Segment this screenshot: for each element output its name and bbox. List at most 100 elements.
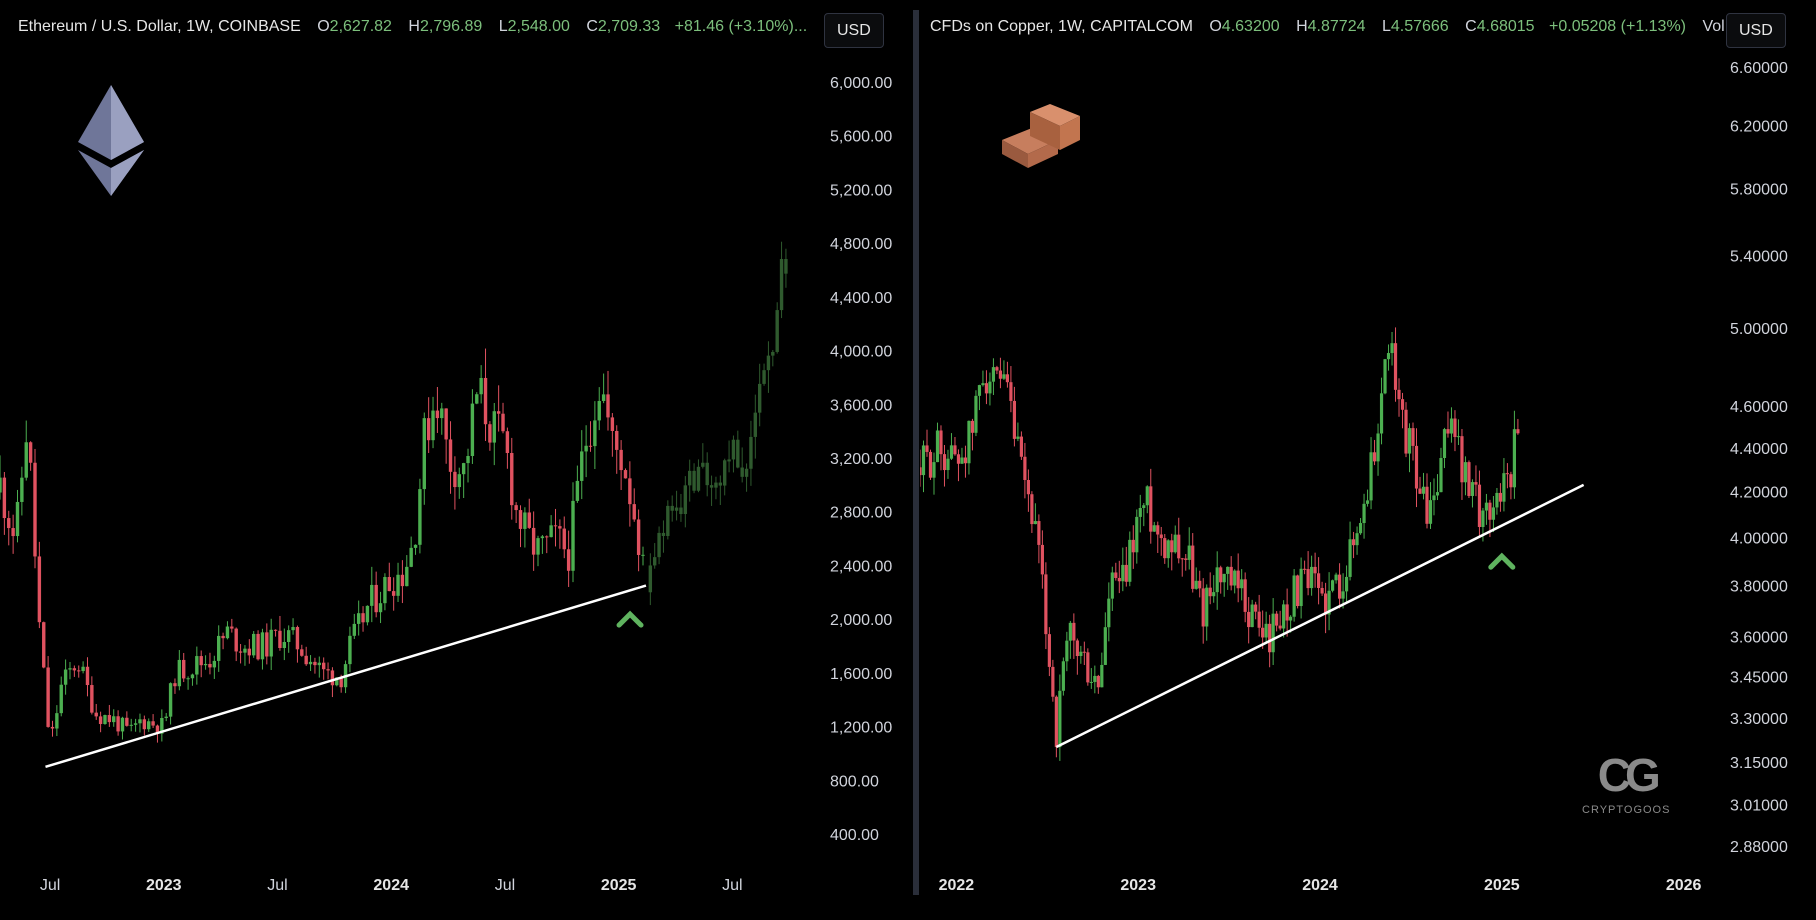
copper-candle-body — [1407, 428, 1412, 454]
copper-candle-body — [1170, 540, 1174, 553]
eth-candle-body — [536, 538, 540, 555]
copper-candle-body — [1268, 623, 1272, 653]
copper-candle-body — [988, 381, 992, 394]
eth-candle-body — [636, 519, 641, 555]
eth-y-tick-label: 3,200.00 — [830, 451, 892, 468]
eth-candle-body — [138, 719, 142, 724]
eth-candle-body — [203, 663, 208, 666]
copper-candle-body — [928, 451, 933, 478]
copper-candle-body — [1470, 482, 1475, 496]
copper-candle-body — [1442, 429, 1447, 458]
eth-currency-button[interactable]: USD — [824, 13, 884, 48]
eth-candle-body — [238, 651, 243, 653]
eth-candle-body — [265, 632, 269, 657]
copper-candle-body — [1278, 625, 1282, 629]
eth-projection-candle — [731, 439, 736, 460]
eth-candle-body — [558, 526, 562, 529]
eth-chart-pane[interactable]: Ethereum / U.S. Dollar, 1W, COINBASE O2,… — [0, 0, 912, 920]
eth-y-tick-label: 4,000.00 — [830, 344, 892, 361]
copper-candle-body — [1425, 486, 1429, 524]
green-chevron-up-icon — [1488, 552, 1516, 570]
eth-candle-body — [50, 726, 55, 729]
copper-candle-body — [1205, 587, 1209, 627]
copper-candle-body — [1240, 579, 1244, 589]
eth-projection-candle — [666, 505, 670, 536]
copper-y-tick-label: 4.00000 — [1730, 530, 1788, 547]
eth-candle-body — [619, 449, 623, 471]
eth-candle-body — [90, 685, 94, 713]
copper-candle-body — [1089, 681, 1093, 683]
copper-x-tick-label: 2022 — [939, 877, 975, 894]
eth-candle-body — [523, 512, 527, 529]
eth-candle-body — [339, 677, 343, 688]
eth-candle-body — [435, 410, 440, 419]
eth-open-value: 2,627.82 — [329, 18, 392, 35]
copper-candle-body — [1369, 452, 1373, 501]
copper-candle-body — [1149, 486, 1153, 532]
eth-candle-body — [527, 512, 531, 528]
copper-candle-body — [1037, 521, 1041, 545]
copper-candle-body — [1051, 666, 1055, 697]
eth-candle-body — [448, 439, 453, 472]
copper-candle-body — [1208, 587, 1212, 597]
copper-high-value: 4.87724 — [1307, 18, 1366, 35]
copper-chart-pane[interactable]: CFDs on Copper, 1W, CAPITALCOM O4.63200 … — [920, 0, 1816, 920]
copper-y-tick-label: 2.88000 — [1730, 839, 1788, 856]
eth-candle-body — [260, 632, 265, 660]
eth-y-tick-label: 5,200.00 — [830, 182, 892, 199]
copper-candle-body — [953, 445, 957, 455]
copper-candle-body — [1023, 456, 1027, 481]
eth-candle-body — [321, 662, 326, 670]
eth-chart-canvas[interactable]: 6,000.00 5,600.00 5,200.00 4,800.00 4,400.00… — [0, 0, 912, 920]
copper-candle-body — [1096, 675, 1100, 688]
eth-projection-candle — [718, 482, 723, 486]
eth-x-tick-label: Jul — [722, 877, 742, 894]
eth-candle-body — [243, 648, 247, 653]
eth-candle-body — [335, 677, 339, 686]
eth-candle-body — [356, 613, 361, 624]
eth-candle-body — [77, 670, 81, 672]
eth-candle-body — [475, 394, 479, 404]
eth-candle-body — [330, 670, 335, 686]
eth-candle-body — [15, 501, 20, 537]
eth-projection-candle — [648, 565, 653, 593]
copper-candle-body — [967, 420, 971, 464]
eth-candle-body — [313, 661, 317, 666]
copper-candle-body — [1498, 492, 1503, 502]
eth-candle-body — [291, 627, 295, 631]
eth-candle-body — [151, 721, 155, 726]
copper-candle-body — [1187, 545, 1191, 560]
copper-candle-body — [1135, 516, 1139, 553]
eth-projection-candle — [657, 532, 661, 558]
copper-candle-body — [1439, 457, 1443, 493]
eth-projection-candle — [688, 470, 692, 486]
copper-candle-body — [932, 462, 936, 478]
eth-candle-body — [230, 626, 234, 629]
copper-currency-button[interactable]: USD — [1726, 13, 1786, 48]
eth-candle-body — [571, 500, 575, 571]
eth-candle-body — [400, 574, 405, 587]
eth-projection-candle — [749, 436, 753, 469]
copper-candle-body — [1072, 622, 1076, 641]
copper-candle-body — [1110, 572, 1114, 599]
pane-divider[interactable] — [913, 10, 919, 895]
copper-candle-body — [1449, 418, 1454, 434]
eth-candle-body — [317, 662, 322, 666]
eth-candle-body — [623, 470, 628, 479]
eth-candle-body — [461, 463, 466, 475]
copper-candle-body — [1341, 591, 1345, 599]
copper-chart-canvas[interactable]: 6.60000 6.20000 5.80000 5.40000 5.00000 4.600… — [920, 0, 1816, 920]
eth-candle-body — [610, 417, 615, 431]
copper-candle-body — [1379, 393, 1384, 434]
eth-candle-body — [391, 591, 396, 596]
eth-candle-body — [365, 605, 370, 623]
eth-y-tick-label: 1,200.00 — [830, 720, 892, 737]
eth-candle-body — [597, 400, 601, 421]
copper-candle-body — [1054, 696, 1058, 748]
copper-candle-body — [1456, 436, 1461, 438]
copper-x-tick-label: 2026 — [1666, 877, 1702, 894]
eth-trend-line — [45, 584, 647, 769]
eth-candle-body — [190, 674, 195, 679]
copper-candle-body — [1180, 558, 1184, 560]
copper-candle-body — [1173, 534, 1177, 553]
